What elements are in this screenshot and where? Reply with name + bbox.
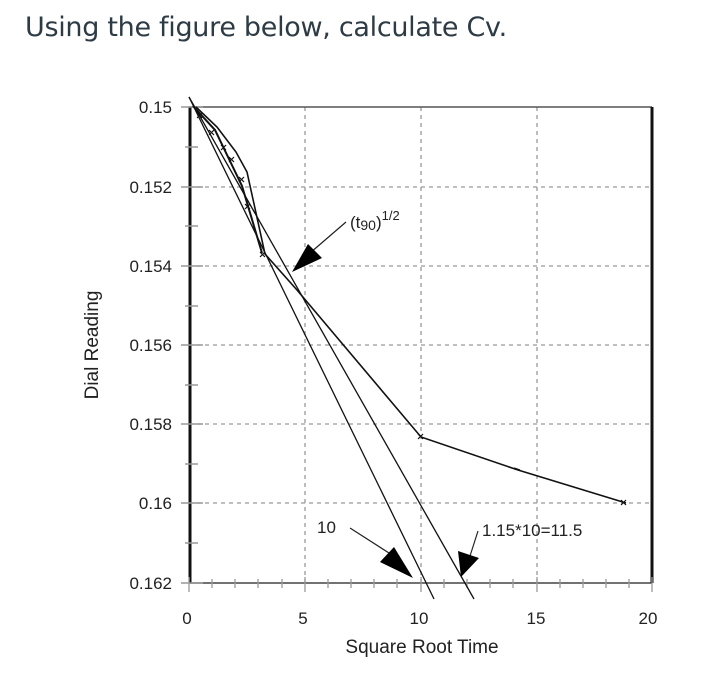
x-axis-title: Square Root Time	[345, 637, 498, 658]
annotation-10: 10	[317, 518, 413, 578]
annotation-11-5: 1.15*10=11.5	[458, 521, 582, 577]
annotation-t90-superscript: 1/2	[382, 208, 400, 223]
grid-lines	[189, 107, 652, 583]
x-tick-label: 20	[639, 609, 658, 628]
annotation-t90-main: (t	[350, 213, 361, 232]
data-curve	[192, 105, 627, 504]
annotation-t90-subscript: 90	[360, 217, 376, 233]
x-tick-label: 5	[298, 609, 307, 628]
svg-text:(t90)1/2: (t90)1/2	[350, 208, 400, 233]
y-axis-title: Dial Reading	[82, 291, 103, 400]
data-markers	[196, 112, 627, 506]
y-tick-label: 0.158	[129, 415, 172, 434]
annotation-10-label: 10	[317, 518, 336, 537]
y-tick-labels: 0.15 0.152 0.154 0.156 0.158 0.16 0.162	[129, 98, 172, 593]
annotation-11-5-label: 1.15*10=11.5	[482, 521, 582, 540]
x-tick-label: 0	[182, 609, 191, 628]
y-tick-label: 0.16	[139, 494, 172, 513]
x-tick-label: 15	[527, 609, 546, 628]
question-text: Using the figure below, calculate Cv.	[25, 12, 507, 43]
annotation-t90: (t90)1/2	[292, 208, 400, 272]
x-tick-label: 10	[410, 609, 429, 628]
y-tick-label: 0.156	[129, 336, 172, 355]
x-axis-ticks	[188, 577, 653, 592]
x-tick-labels: 0 5 10 15 20	[182, 609, 657, 628]
tangent-lines	[188, 96, 475, 600]
y-tick-label: 0.15	[139, 98, 172, 117]
y-tick-label: 0.162	[129, 574, 172, 593]
initial-tangent-line	[188, 96, 435, 600]
y-axis-ticks	[181, 106, 203, 584]
scaled-tangent-line	[188, 96, 475, 600]
y-tick-label: 0.154	[129, 257, 172, 276]
annotation-t90-close: )	[376, 213, 382, 232]
y-tick-label: 0.152	[129, 178, 172, 197]
